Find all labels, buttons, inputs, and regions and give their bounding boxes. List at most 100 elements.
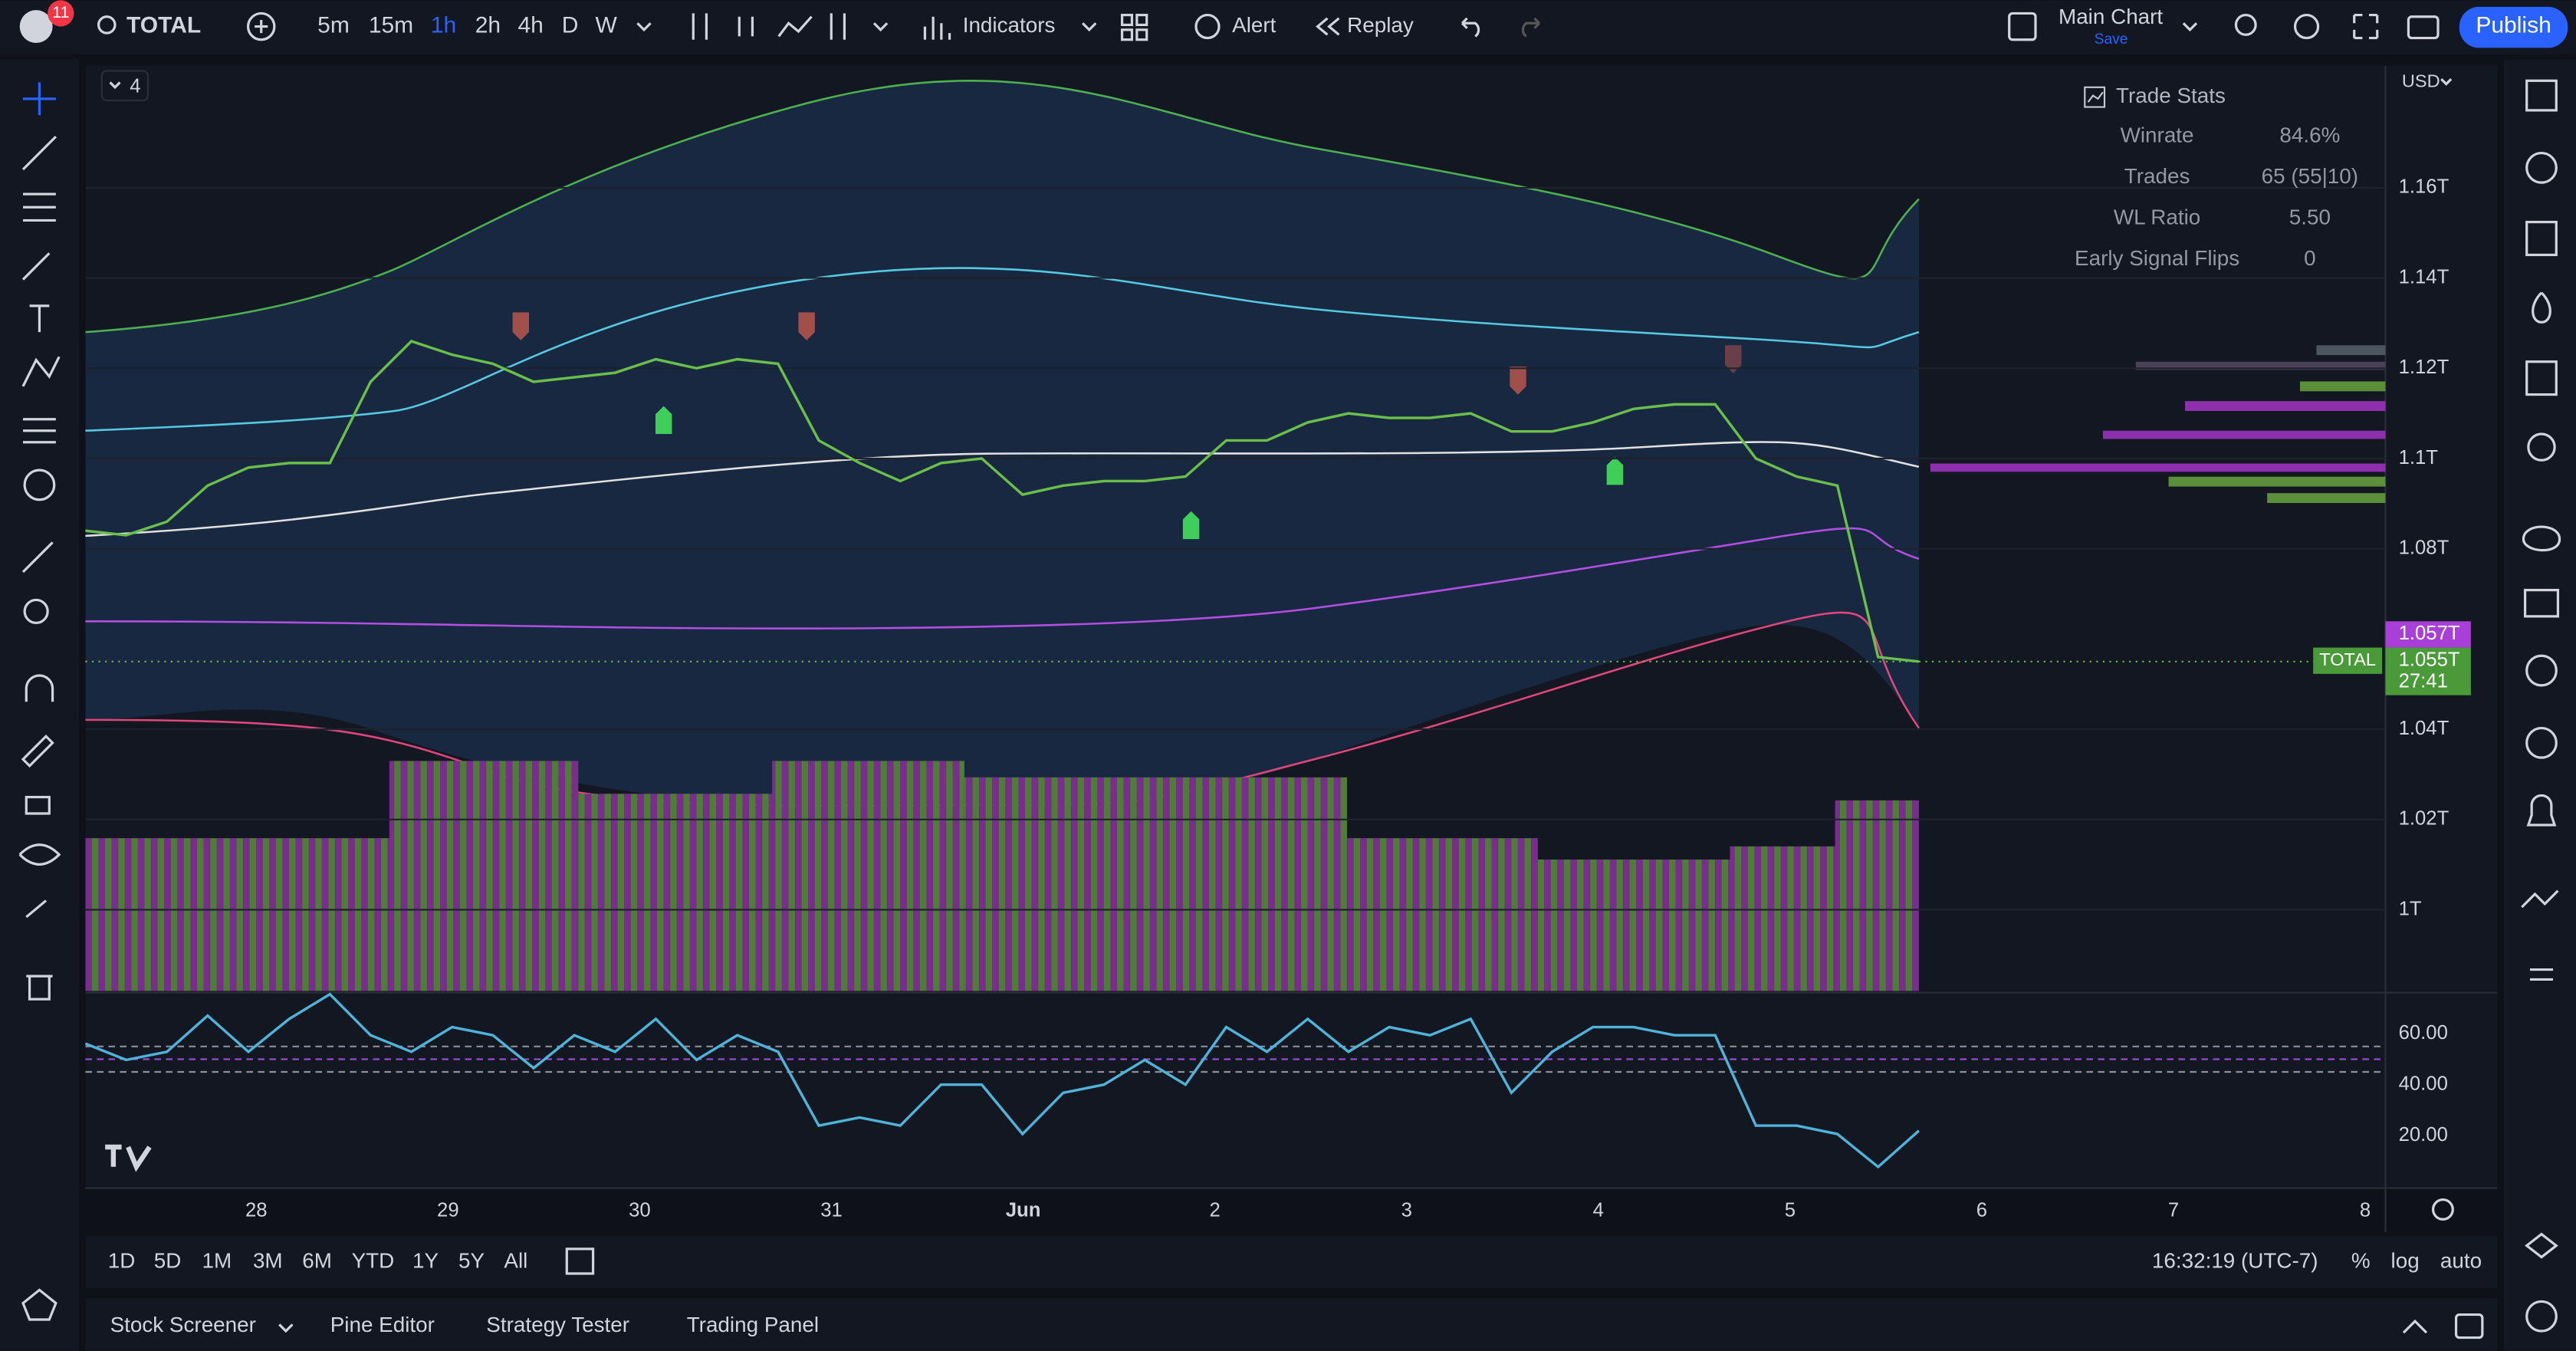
x-tick-label: 28 — [245, 1199, 268, 1221]
range-button[interactable]: 1D — [108, 1248, 136, 1272]
collapse-panel[interactable] — [2402, 1319, 2428, 1334]
badge-count: 11 — [52, 3, 69, 21]
go-to-date[interactable] — [565, 1247, 595, 1275]
volume — [85, 761, 1919, 991]
stat-value: 65 (55|10) — [2262, 164, 2358, 188]
plus — [255, 19, 268, 34]
chevron[interactable] — [872, 22, 889, 32]
x-tick-label: 7 — [2168, 1199, 2179, 1221]
symbol-tag: TOTAL — [2319, 649, 2376, 669]
interval[interactable]: W — [596, 12, 618, 38]
stat-label: Trades — [2124, 164, 2190, 188]
panel-tab[interactable]: Stock Screener — [110, 1313, 256, 1336]
fullscreen[interactable] — [2353, 13, 2379, 40]
range-button[interactable]: YTD — [352, 1248, 395, 1272]
layout-square[interactable] — [2008, 12, 2037, 41]
range-button[interactable]: 1M — [202, 1248, 232, 1272]
left-toolbar — [0, 59, 79, 1351]
publish-button[interactable] — [2459, 6, 2568, 48]
range-bar — [85, 1235, 2498, 1289]
stat-label: Early Signal Flips — [2075, 246, 2239, 270]
y-tick-label: 1.04T — [2399, 718, 2450, 739]
layout-icon — [1135, 28, 1148, 41]
range-button[interactable]: All — [504, 1248, 527, 1272]
scale-option[interactable]: auto — [2440, 1248, 2482, 1272]
range-button[interactable]: 5Y — [458, 1248, 485, 1272]
range-button[interactable]: 1Y — [412, 1248, 439, 1272]
last-price: 1.055T — [2399, 649, 2460, 671]
chevron[interactable] — [278, 1323, 294, 1333]
countdown: 27:41 — [2399, 670, 2448, 692]
indicators-icon[interactable] — [923, 16, 951, 40]
x-tick-label: 3 — [1401, 1199, 1412, 1221]
quick-search[interactable] — [2234, 13, 2257, 36]
undo[interactable] — [1461, 17, 1480, 38]
badge — [48, 0, 74, 27]
range-button[interactable]: 3M — [253, 1248, 283, 1272]
x-tick-label: 5 — [1785, 1199, 1796, 1221]
price-line — [85, 340, 1920, 663]
y-tick-label: 1T — [2399, 898, 2422, 919]
chart-type-icons[interactable] — [692, 13, 846, 40]
chevron[interactable] — [1082, 22, 1097, 32]
replay-icon[interactable] — [1316, 17, 1340, 36]
clock: 16:32:19 (UTC-7) — [2152, 1248, 2318, 1272]
scale-option[interactable]: % — [2351, 1248, 2371, 1272]
y-tick-label: 1.16T — [2399, 176, 2450, 198]
range-button[interactable]: 5D — [154, 1248, 182, 1272]
band-price: 1.057T — [2399, 623, 2460, 644]
drawing-tools[interactable] — [18, 82, 61, 1321]
currency[interactable]: USD — [2402, 71, 2440, 91]
layout-name[interactable]: Main Chart — [2058, 5, 2163, 28]
settings[interactable] — [2293, 13, 2320, 40]
publish[interactable]: Publish — [2476, 12, 2551, 38]
osc-tick-label: 20.00 — [2399, 1124, 2448, 1146]
oscillator-line — [84, 992, 1920, 1169]
avatar[interactable] — [19, 10, 53, 44]
layout-icon[interactable] — [1120, 13, 1134, 27]
widget-icons[interactable] — [2521, 79, 2561, 1333]
replay[interactable]: Replay — [1347, 13, 1414, 37]
layout-icon — [1135, 13, 1148, 27]
interval[interactable]: 1h — [431, 12, 456, 38]
chevron[interactable] — [2182, 22, 2198, 32]
symbol-tag-box — [2313, 647, 2383, 674]
band-fill — [85, 81, 1919, 807]
interval[interactable]: 5m — [317, 12, 350, 38]
interval[interactable]: 4h — [518, 12, 543, 38]
time-settings[interactable] — [2431, 1198, 2454, 1221]
x-tick-label: 30 — [629, 1199, 651, 1221]
indicators[interactable]: Indicators — [963, 13, 1056, 37]
volume-profile — [1930, 345, 2386, 503]
x-tick-label: 6 — [1976, 1199, 1987, 1221]
y-tick-label: 1.1T — [2399, 447, 2439, 468]
interval[interactable]: D — [562, 12, 579, 38]
alert-icon[interactable] — [1194, 13, 1221, 40]
y-tick-label: 1.12T — [2399, 357, 2450, 378]
stat-label: WL Ratio — [2114, 205, 2200, 229]
stats-title: Trade Stats — [2116, 84, 2226, 107]
layout-icon — [1120, 28, 1134, 41]
scale-option[interactable]: log — [2391, 1248, 2420, 1272]
add-symbol[interactable] — [246, 12, 276, 41]
panel-tab[interactable]: Pine Editor — [330, 1313, 435, 1336]
search-icon[interactable] — [97, 15, 117, 35]
stat-label: Winrate — [2121, 123, 2194, 147]
range-button[interactable]: 6M — [302, 1248, 332, 1272]
panel-tab[interactable]: Trading Panel — [687, 1313, 819, 1336]
watermark — [105, 1144, 152, 1172]
symbol[interactable]: TOTAL — [127, 12, 201, 38]
stat-value: 5.50 — [2289, 205, 2331, 229]
snapshot[interactable] — [2407, 15, 2440, 40]
layout-status: Save — [2095, 31, 2128, 48]
interval[interactable]: 15m — [369, 12, 413, 38]
redo[interactable] — [1521, 17, 1540, 38]
band-price-box — [2385, 621, 2471, 648]
legend-toggle[interactable] — [100, 70, 149, 102]
chevron[interactable] — [636, 22, 652, 32]
maximize-panel[interactable] — [2454, 1313, 2484, 1339]
alert[interactable]: Alert — [1232, 13, 1276, 37]
panel-tab[interactable]: Strategy Tester — [486, 1313, 629, 1336]
interval[interactable]: 2h — [475, 12, 501, 38]
stats-icon — [2084, 86, 2106, 108]
